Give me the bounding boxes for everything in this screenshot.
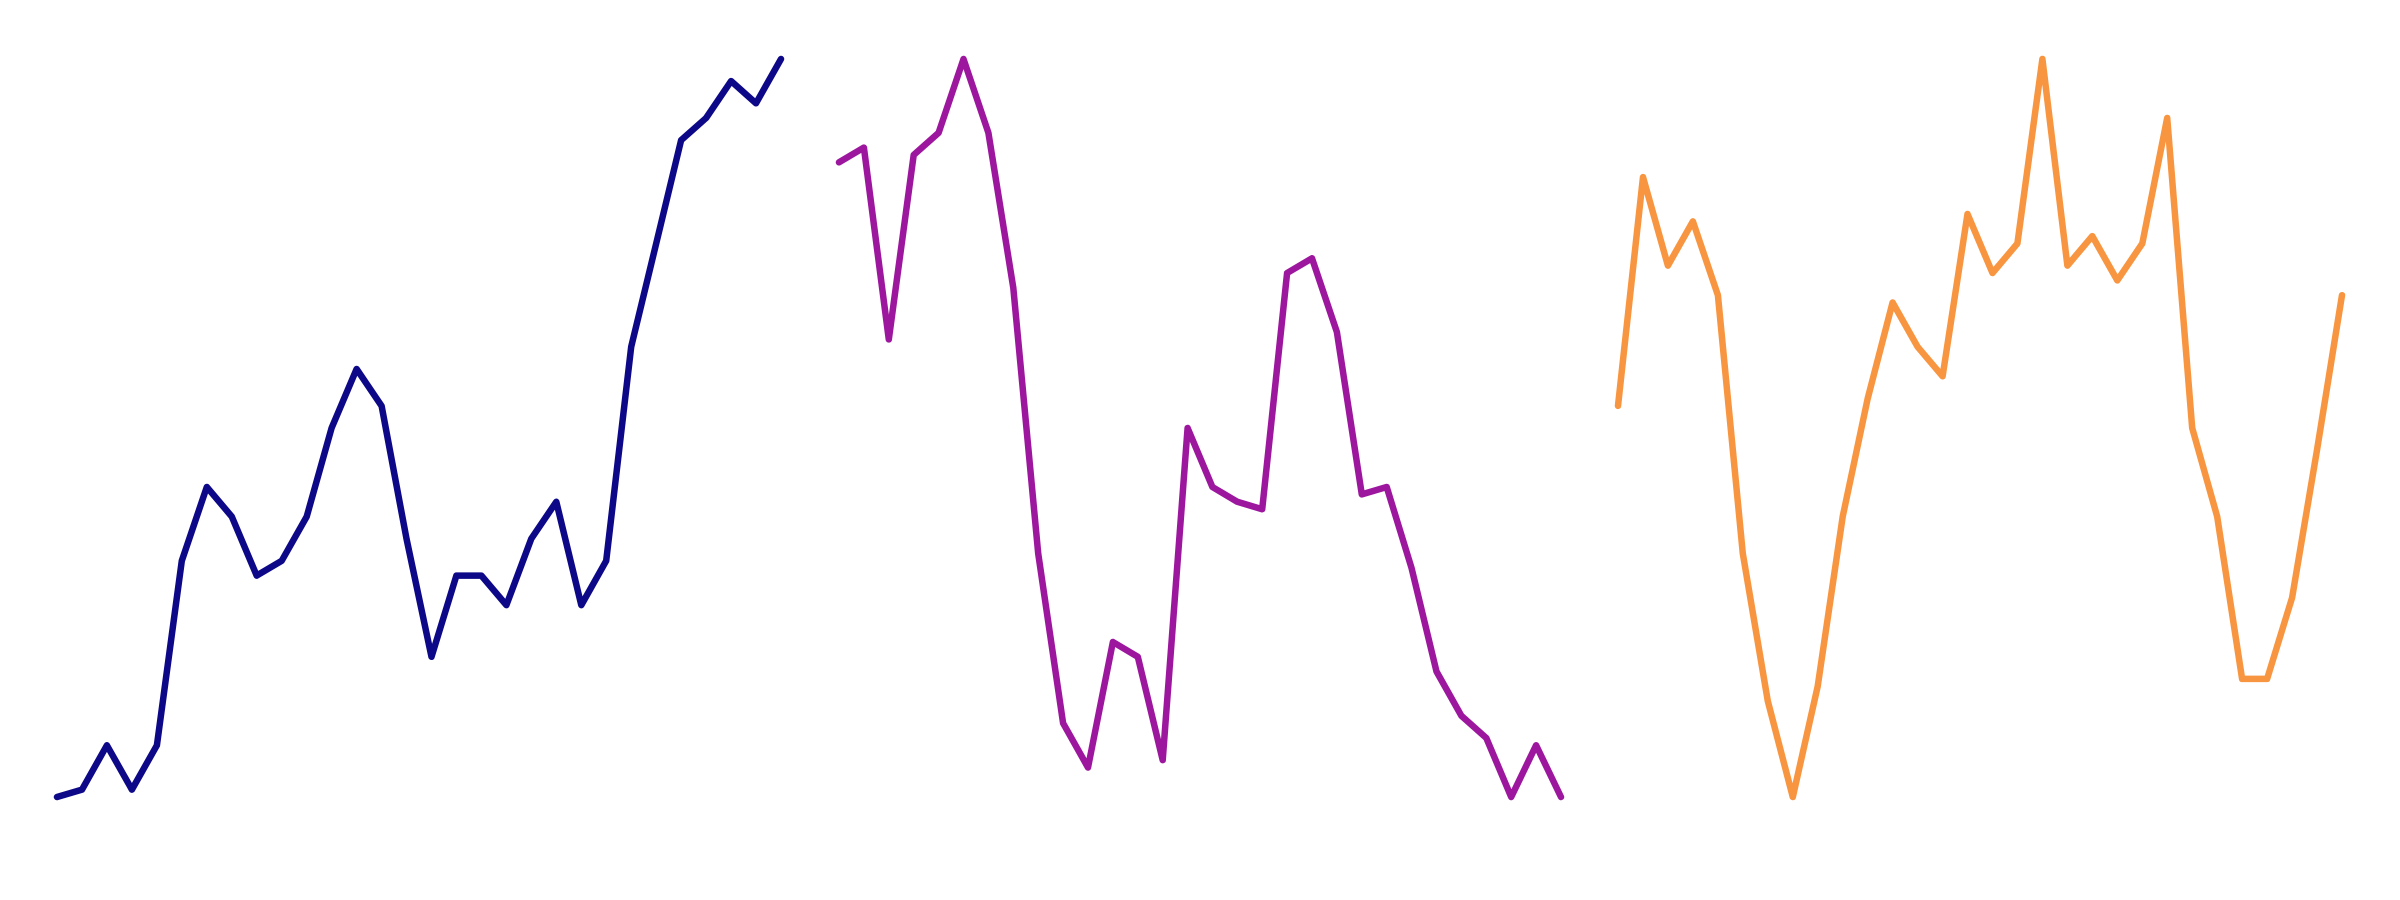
line (835, 55, 1565, 801)
line (53, 55, 785, 801)
line (1614, 55, 2346, 801)
